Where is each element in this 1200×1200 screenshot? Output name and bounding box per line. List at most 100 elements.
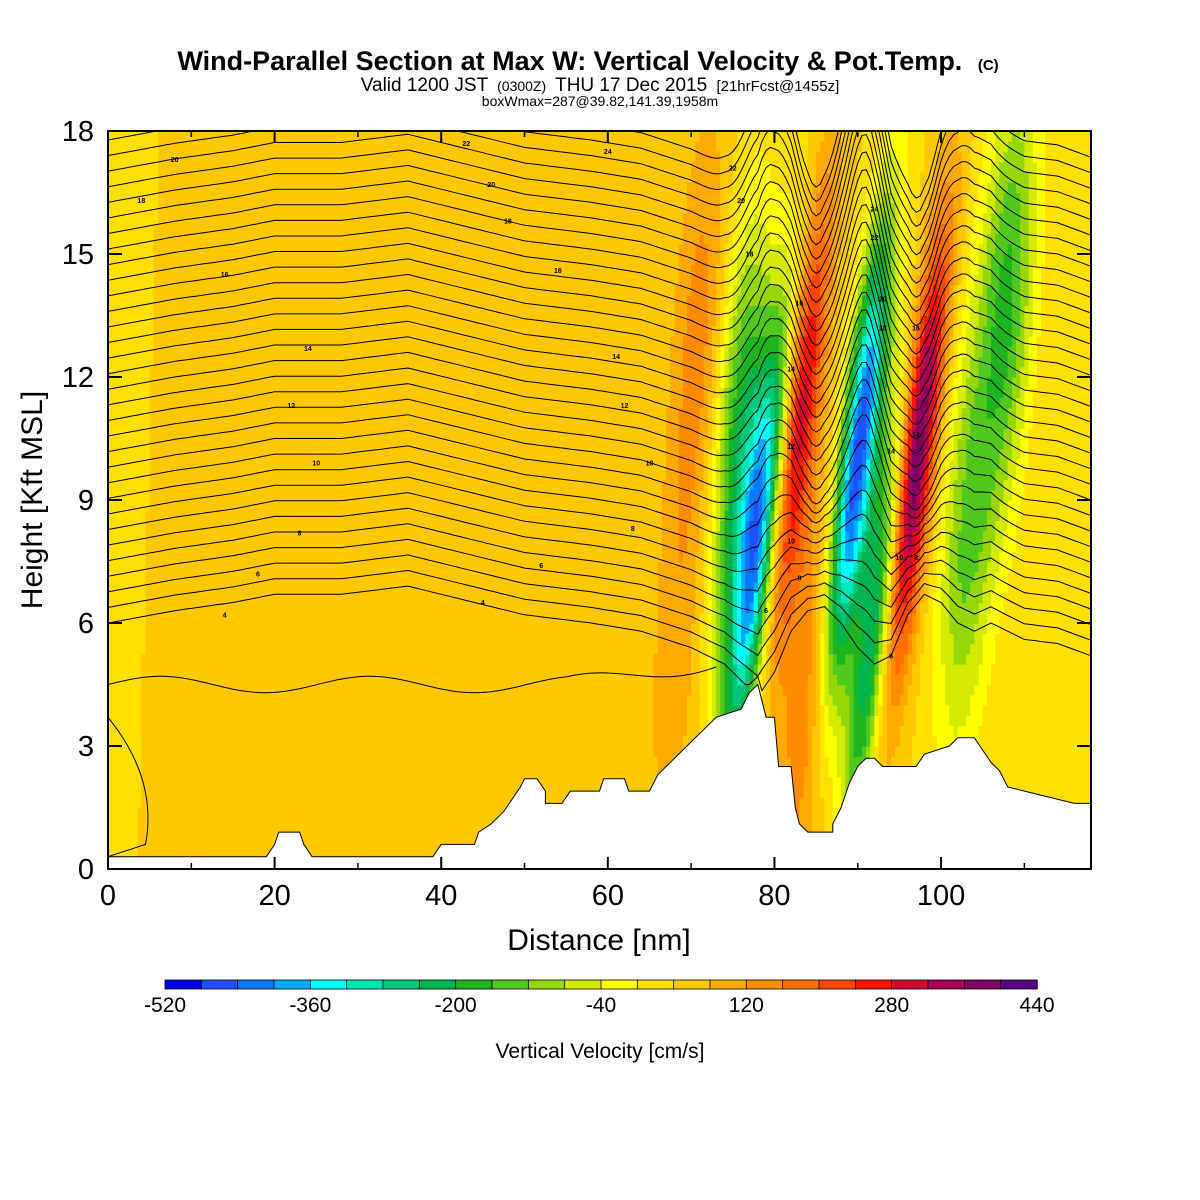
velocity-cell <box>1016 459 1021 522</box>
velocity-cell <box>924 387 930 409</box>
velocity-cell <box>974 274 980 327</box>
theta-contour <box>108 507 1091 592</box>
velocity-cell <box>520 131 526 869</box>
velocity-cell <box>791 438 796 532</box>
velocity-cell <box>778 284 784 317</box>
velocity-cell <box>703 131 709 245</box>
contour-label-text: 18 <box>879 325 887 332</box>
velocity-cell <box>932 213 938 235</box>
velocity-cell <box>953 418 959 481</box>
velocity-cell <box>524 131 530 869</box>
velocity-cell <box>828 438 834 481</box>
velocity-cell <box>782 438 788 460</box>
velocity-cell <box>257 131 263 869</box>
velocity-cell <box>749 633 755 645</box>
velocity-cell <box>924 315 930 327</box>
velocity-cell <box>907 428 913 450</box>
velocity-cell <box>941 141 946 183</box>
velocity-cell <box>849 387 855 399</box>
velocity-cell <box>866 274 871 296</box>
theta-contour <box>108 291 1091 412</box>
contour-label-text: 10 <box>895 555 903 562</box>
velocity-cell <box>757 633 763 645</box>
velocity-cell <box>828 510 834 542</box>
velocity-cell <box>753 612 759 624</box>
contour-label: 8 <box>914 555 918 562</box>
velocity-cell <box>1057 131 1063 869</box>
velocity-cell <box>853 541 859 563</box>
velocity-cell <box>895 387 900 460</box>
velocity-cell <box>770 377 776 419</box>
velocity-cell <box>749 448 755 470</box>
velocity-cell <box>1024 305 1030 388</box>
velocity-cell <box>866 366 871 429</box>
velocity-cell <box>949 407 955 460</box>
velocity-cell <box>982 131 988 142</box>
velocity-cell <box>699 131 705 235</box>
velocity-cell <box>845 694 851 829</box>
velocity-cell <box>770 571 776 593</box>
velocity-cell <box>774 489 780 511</box>
contour-label-text: 20 <box>879 297 887 304</box>
velocity-cell <box>753 131 759 153</box>
velocity-cell <box>1028 131 1034 337</box>
velocity-cell <box>753 469 759 501</box>
velocity-cell <box>953 377 959 419</box>
velocity-cell <box>770 510 776 522</box>
velocity-cell <box>470 131 476 869</box>
velocity-cell <box>1032 264 1038 388</box>
velocity-cell <box>711 448 717 532</box>
velocity-cell <box>795 438 801 460</box>
velocity-cell <box>766 377 771 399</box>
velocity-cell <box>736 131 742 214</box>
velocity-cell <box>707 387 713 450</box>
velocity-cell <box>312 131 317 869</box>
velocity-cell <box>403 131 409 869</box>
velocity-cell <box>857 479 863 501</box>
velocity-cell <box>749 305 755 337</box>
velocity-cell <box>774 428 780 460</box>
velocity-cell <box>924 131 930 214</box>
velocity-cell <box>828 694 834 727</box>
contour-label: 24 <box>871 206 879 213</box>
velocity-cell <box>832 131 838 317</box>
velocity-cell <box>782 469 788 501</box>
velocity-cell <box>886 612 892 645</box>
velocity-cell <box>516 131 521 869</box>
velocity-cell <box>832 459 838 491</box>
velocity-cell <box>870 202 876 224</box>
velocity-cell <box>949 192 955 286</box>
velocity-cell <box>895 623 900 675</box>
velocity-cell <box>911 264 917 306</box>
velocity-cell <box>836 520 842 563</box>
velocity-cell <box>886 131 892 153</box>
theta-contour <box>108 716 149 858</box>
colorbar-swatch <box>164 979 203 990</box>
velocity-cell <box>874 674 880 696</box>
velocity-cell <box>857 418 863 481</box>
velocity-cell <box>941 418 946 450</box>
velocity-cell <box>986 510 992 563</box>
velocity-cell <box>432 131 438 869</box>
velocity-cell <box>836 459 842 481</box>
theta-contour <box>108 221 1091 355</box>
velocity-cell <box>187 131 192 869</box>
velocity-cell <box>907 592 913 614</box>
velocity-cell <box>928 571 934 869</box>
velocity-cell <box>845 459 851 481</box>
velocity-cell <box>736 407 742 450</box>
colorbar: -520 -360 -200 -40 120 280 440 <box>144 979 1055 1017</box>
velocity-cell <box>978 602 984 665</box>
contour-label: 18 <box>879 325 887 332</box>
velocity-cell <box>928 510 934 542</box>
velocity-cell <box>195 131 201 869</box>
velocity-cell <box>911 510 917 532</box>
velocity-cell <box>507 131 513 869</box>
velocity-cell <box>961 131 967 245</box>
velocity-cell <box>166 131 172 869</box>
velocity-cell <box>1003 254 1009 378</box>
velocity-cell <box>761 643 767 665</box>
velocity-cell <box>770 551 776 573</box>
velocity-cell <box>157 131 163 869</box>
velocity-cell <box>1007 182 1013 245</box>
